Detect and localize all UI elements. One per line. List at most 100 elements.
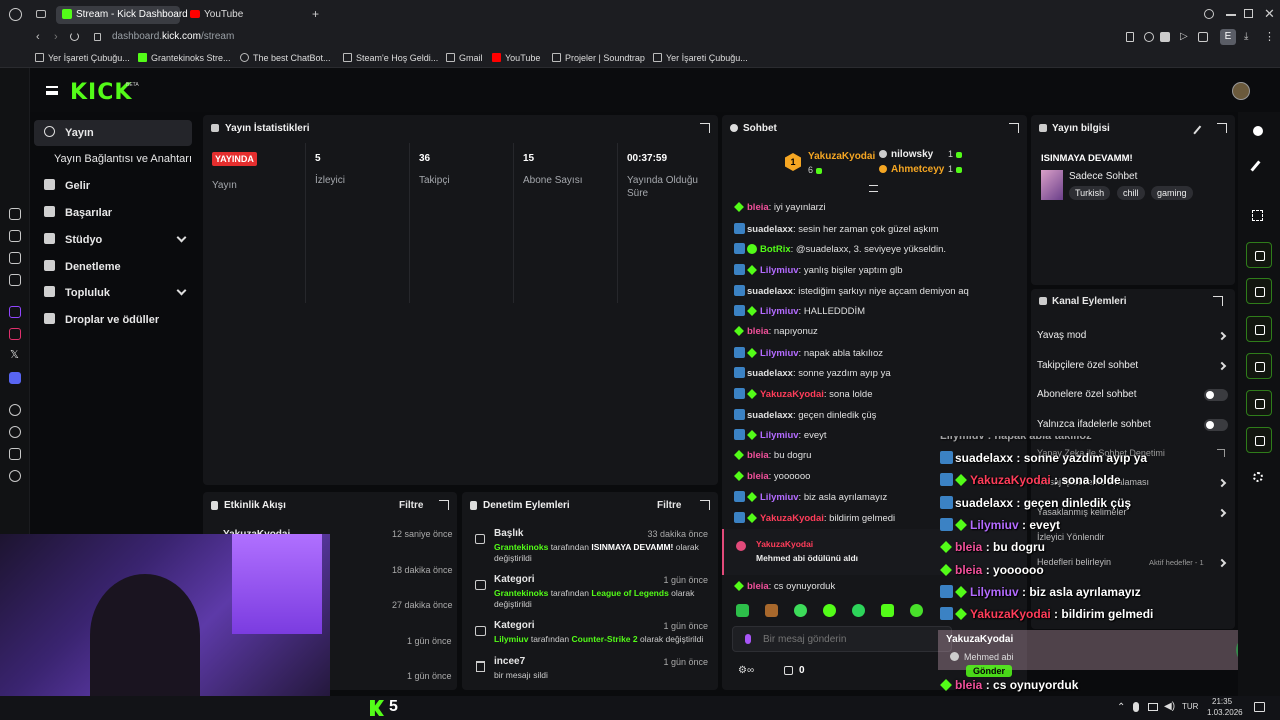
settings-link-icon[interactable]: ⚙∞ xyxy=(738,665,755,676)
settings-icon[interactable] xyxy=(9,470,21,482)
chat-message[interactable]: Lilymiuv: biz asla ayrılamayız xyxy=(734,491,887,503)
emote-2-icon[interactable] xyxy=(765,604,778,617)
bookmark-grantekinoks[interactable]: Grantekinoks Stre... xyxy=(138,53,231,63)
info-icon[interactable] xyxy=(1253,126,1263,136)
x-icon[interactable]: 𝕏 xyxy=(10,349,19,361)
edit-icon[interactable] xyxy=(1188,121,1202,135)
banned-words-row[interactable]: Yasaklanmış kelimeler xyxy=(1037,507,1227,518)
emotes-only-toggle[interactable] xyxy=(1204,419,1228,431)
tray-volume-icon[interactable]: ◀) xyxy=(1164,701,1176,712)
extensions-icon[interactable] xyxy=(1198,32,1208,42)
bookmark-soundtrap[interactable]: Projeler | Soundtrap xyxy=(552,53,645,63)
bookmark-steam[interactable]: Steam'e Hoş Geldi... xyxy=(343,53,438,63)
quick-action-chat[interactable] xyxy=(1246,316,1272,342)
chat-message[interactable]: suadelaxx: geçen dinledik çüş xyxy=(734,409,876,421)
tray-time[interactable]: 21:35 xyxy=(1212,697,1233,706)
pencil-icon[interactable] xyxy=(1250,160,1261,172)
chat-message[interactable]: bleia: yoooooo xyxy=(734,471,810,482)
chat-message[interactable]: YakuzaKyodai: sona lolde xyxy=(734,388,872,400)
mod-item-category[interactable]: Kategori 1 gün önce Lilymiuv tarafından … xyxy=(472,620,712,652)
bookmark-chatbot[interactable]: The best ChatBot... xyxy=(240,53,331,63)
points-display[interactable]: 0 xyxy=(784,665,805,676)
top-gifter-1[interactable]: YakuzaKyodai xyxy=(808,151,876,162)
mod-item-category[interactable]: Kategori 1 gün önce Grantekinoks tarafın… xyxy=(472,574,712,614)
chat-message[interactable]: suadelaxx: sesin her zaman çok güzel aşk… xyxy=(734,223,939,235)
chat-message[interactable]: Lilymiuv: eveyt xyxy=(734,429,827,441)
emote-3-icon[interactable] xyxy=(794,604,807,617)
top-gifter-3[interactable]: Ahmetceyy xyxy=(879,164,944,175)
reload-icon[interactable] xyxy=(70,32,79,41)
sidebar-item-achievements[interactable]: Başarılar xyxy=(44,201,112,225)
user-avatar[interactable] xyxy=(1232,82,1250,100)
tray-network-icon[interactable] xyxy=(1148,703,1158,711)
notification-icon[interactable] xyxy=(1254,702,1265,712)
popout-icon[interactable] xyxy=(1213,296,1223,306)
emote-5-icon[interactable] xyxy=(852,604,865,617)
emote-4-icon[interactable] xyxy=(823,604,836,617)
mod-item-title[interactable]: Başlık 33 dakika önce Grantekinoks taraf… xyxy=(472,528,712,568)
popout-icon[interactable] xyxy=(700,500,710,510)
goals-row[interactable]: Hedefleri belirleyin Aktif hedefler - 1 xyxy=(1037,557,1227,568)
top-gifter-2[interactable]: nilowsky xyxy=(879,149,933,160)
ai-moderation-row[interactable]: Yapay Zeka ile Sohbet Denetimi xyxy=(1037,448,1165,458)
popout-icon[interactable] xyxy=(1009,123,1019,133)
chat-input-box[interactable] xyxy=(732,626,952,652)
kick-taskbar-logo-icon[interactable] xyxy=(370,700,384,716)
download-icon[interactable]: ⤓ xyxy=(1244,31,1249,42)
menu-icon[interactable]: ⋮ xyxy=(1264,31,1275,43)
sidebar-item-stream-key[interactable]: Yayın Bağlantısı ve Anahtarı xyxy=(54,147,192,171)
chat-message[interactable]: bleia: cs oynuyorduk xyxy=(734,581,835,592)
mod-item-delete[interactable]: incee7 1 gün önce bir mesajı sildi xyxy=(472,656,712,688)
activity-filter-button[interactable]: Filtre xyxy=(399,500,424,511)
bag-icon[interactable] xyxy=(9,230,21,242)
moderation-filter-button[interactable]: Filtre xyxy=(657,500,682,511)
tray-up-icon[interactable]: ⌃ xyxy=(1117,702,1126,713)
chat-message[interactable]: Lilymiuv: HALLEDDDİM xyxy=(734,305,865,317)
focus-icon[interactable] xyxy=(1252,210,1263,221)
new-tab-button[interactable]: + xyxy=(312,7,320,21)
sidebar-item-stream[interactable]: Yayın xyxy=(44,121,94,145)
bookmark-folder-2[interactable]: Yer İşareti Çubuğu... xyxy=(653,53,748,63)
popout-icon[interactable] xyxy=(700,123,710,133)
tray-language[interactable]: TUR xyxy=(1182,702,1199,711)
quick-action-bolt[interactable] xyxy=(1246,242,1272,268)
more-dots-icon[interactable] xyxy=(1253,472,1263,482)
category-name[interactable]: Sadece Sohbet xyxy=(1069,171,1138,182)
quick-action-layout[interactable] xyxy=(1246,390,1272,416)
heart-icon[interactable] xyxy=(1144,32,1154,42)
tag-chip[interactable]: Turkish xyxy=(1069,186,1111,200)
bookmark-youtube[interactable]: YouTube xyxy=(492,53,540,63)
popout-icon[interactable] xyxy=(439,500,449,510)
quick-action-wrench[interactable] xyxy=(1246,427,1272,453)
quick-action-broadcast[interactable] xyxy=(1246,353,1272,379)
chat-message[interactable]: suadelaxx: istediğim şarkıyı niye açcam … xyxy=(734,285,969,297)
tab-youtube[interactable]: YouTube xyxy=(184,6,304,24)
quick-action-notes[interactable] xyxy=(1246,278,1272,304)
clock-icon[interactable] xyxy=(9,426,21,438)
instagram-icon[interactable] xyxy=(9,328,21,340)
history-icon[interactable] xyxy=(9,208,21,220)
hamburger-menu-icon[interactable] xyxy=(46,86,58,95)
tag-chip[interactable]: gaming xyxy=(1151,186,1193,200)
pin-icon[interactable] xyxy=(1126,32,1134,42)
close-icon[interactable]: ✕ xyxy=(1264,6,1275,21)
reward-redemption[interactable]: YakuzaKyodai Mehmed abi ödülünü aldı xyxy=(722,529,1027,575)
discord-icon[interactable] xyxy=(9,372,21,384)
tag-chip[interactable]: chill xyxy=(1117,186,1145,200)
minimize-icon[interactable] xyxy=(1226,14,1236,16)
tab-kick-dashboard[interactable]: Stream - Kick Dashboard xyxy=(56,6,188,24)
sidebar-item-community[interactable]: Topluluk xyxy=(44,281,110,305)
tab-list-icon[interactable] xyxy=(36,10,46,18)
ai-sensitivity-row[interactable]: Mesaj işaretleme sıralaması xyxy=(1037,477,1227,488)
url-field[interactable]: dashboard.kick.com/stream xyxy=(112,31,234,42)
chat-message[interactable]: suadelaxx: sonne yazdım ayıp ya xyxy=(734,367,891,379)
cube-icon[interactable] xyxy=(9,448,21,460)
send-button[interactable]: Gönder xyxy=(966,665,1013,677)
followers-only-row[interactable]: Takipçilere özel sohbet xyxy=(1037,360,1227,371)
sidebar-item-studio[interactable]: Stüdyo xyxy=(44,228,102,252)
bookmark-folder-1[interactable]: Yer İşareti Çubuğu... xyxy=(35,53,130,63)
restore-icon[interactable] xyxy=(1244,9,1253,18)
emote-1-icon[interactable] xyxy=(736,604,749,617)
chat-message[interactable]: Lilymiuv: napak abla takılıoz xyxy=(734,347,883,359)
chat-message[interactable]: BotRix: @suadelaxx, 3. seviyeye yükseldi… xyxy=(734,243,946,255)
